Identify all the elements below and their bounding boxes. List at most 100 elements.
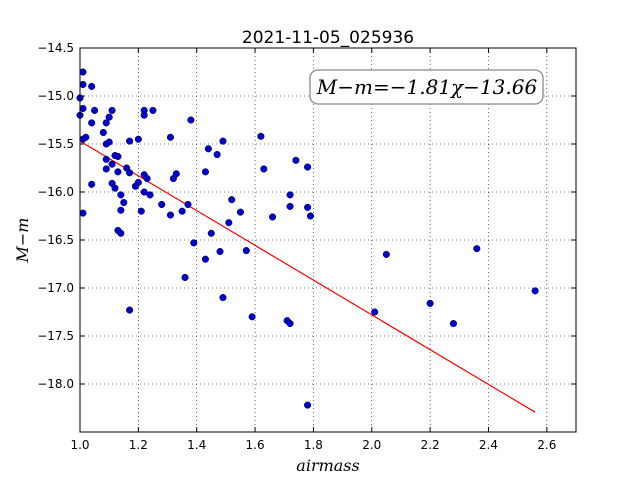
data-point — [137, 207, 145, 215]
data-point — [473, 245, 481, 253]
data-point — [449, 319, 458, 328]
x-tick-label: 2.4 — [479, 438, 498, 452]
y-tick-label: −16.0 — [37, 185, 74, 199]
data-point — [82, 133, 90, 141]
x-tick-label: 1.0 — [70, 438, 89, 452]
data-point — [126, 137, 134, 145]
data-point — [219, 137, 227, 145]
x-axis-label: airmass — [296, 456, 359, 475]
data-point — [143, 175, 151, 183]
data-point — [102, 119, 110, 127]
data-point — [207, 229, 215, 237]
data-point — [304, 203, 312, 211]
x-tick-label: 2.0 — [362, 438, 381, 452]
data-point — [99, 128, 107, 137]
data-point — [382, 250, 390, 258]
data-point — [228, 196, 236, 204]
data-point — [114, 168, 122, 176]
data-point — [140, 106, 148, 114]
data-point — [304, 163, 312, 171]
data-point — [172, 170, 180, 178]
data-point — [117, 229, 125, 237]
data-point — [187, 116, 195, 124]
axis-ticks: 1.0 1.2 1.4 1.6 1.8 2.0 2.2 2.4 2.6 −14.5 −15.0 −15… — [37, 41, 576, 452]
data-point — [166, 211, 174, 219]
data-point — [134, 135, 142, 143]
data-point — [190, 239, 198, 247]
data-point — [531, 287, 539, 295]
x-tick-label: 2.6 — [537, 438, 556, 452]
y-tick-label: −15.5 — [37, 137, 74, 151]
x-tick-label: 1.4 — [187, 438, 206, 452]
data-point — [201, 255, 210, 263]
data-point — [242, 247, 250, 255]
data-point — [105, 113, 113, 121]
y-tick-label: −14.5 — [37, 41, 74, 55]
data-point — [219, 294, 227, 302]
data-point — [120, 199, 128, 207]
data-point — [181, 273, 189, 281]
data-point — [204, 145, 212, 153]
y-tick-label: −15.0 — [37, 89, 74, 103]
data-point — [201, 168, 210, 176]
x-tick-label: 1.6 — [246, 438, 265, 452]
data-point — [108, 106, 116, 114]
x-tick-label: 1.2 — [129, 438, 148, 452]
data-point — [306, 212, 315, 220]
data-point — [178, 207, 186, 215]
data-point — [88, 119, 96, 127]
x-tick-label: 2.2 — [421, 438, 440, 452]
data-point — [158, 200, 166, 209]
data-point — [225, 219, 233, 227]
data-point — [286, 202, 294, 210]
data-point — [166, 133, 174, 141]
data-point — [149, 106, 157, 114]
data-point — [117, 191, 125, 199]
x-tick-label: 1.8 — [304, 438, 323, 452]
data-point — [91, 106, 99, 114]
data-point — [102, 155, 110, 163]
data-point — [146, 191, 154, 199]
data-point — [304, 401, 312, 409]
y-tick-label: −17.0 — [37, 281, 74, 295]
data-point — [114, 152, 122, 161]
fit-equation-box: M−m=−1.81χ−13.66 — [309, 69, 544, 105]
data-point — [286, 191, 294, 199]
data-point — [292, 156, 300, 164]
data-point — [260, 165, 268, 173]
data-point — [134, 178, 142, 186]
data-point — [126, 169, 134, 177]
data-point — [236, 208, 245, 216]
data-point — [248, 313, 256, 321]
data-point — [140, 188, 148, 196]
data-point — [117, 206, 125, 214]
data-point — [184, 200, 192, 209]
data-point — [79, 80, 87, 89]
fit-equation: M−m=−1.81χ−13.66 — [316, 75, 538, 99]
data-point — [111, 184, 119, 192]
y-tick-label: −16.5 — [37, 233, 74, 247]
data-point — [88, 82, 96, 90]
data-points — [76, 68, 539, 409]
data-point — [102, 165, 110, 173]
fit-line-segment — [79, 140, 536, 413]
data-point — [216, 247, 224, 256]
data-point — [108, 160, 116, 168]
y-tick-label: −18.0 — [37, 377, 74, 391]
plot-frame — [79, 47, 577, 433]
data-point — [426, 299, 434, 307]
data-point — [79, 68, 87, 76]
chart-title: 2021-11-05_025936 — [242, 28, 414, 48]
y-tick-label: −17.5 — [37, 329, 74, 343]
data-point — [371, 308, 379, 316]
data-point — [105, 138, 113, 146]
y-axis-label: M−m — [13, 218, 32, 264]
fit-line — [79, 140, 536, 413]
data-point — [213, 151, 221, 159]
data-point — [79, 209, 87, 217]
data-point — [269, 213, 277, 221]
data-point — [286, 319, 294, 328]
data-point — [257, 132, 265, 140]
data-point — [88, 180, 96, 188]
